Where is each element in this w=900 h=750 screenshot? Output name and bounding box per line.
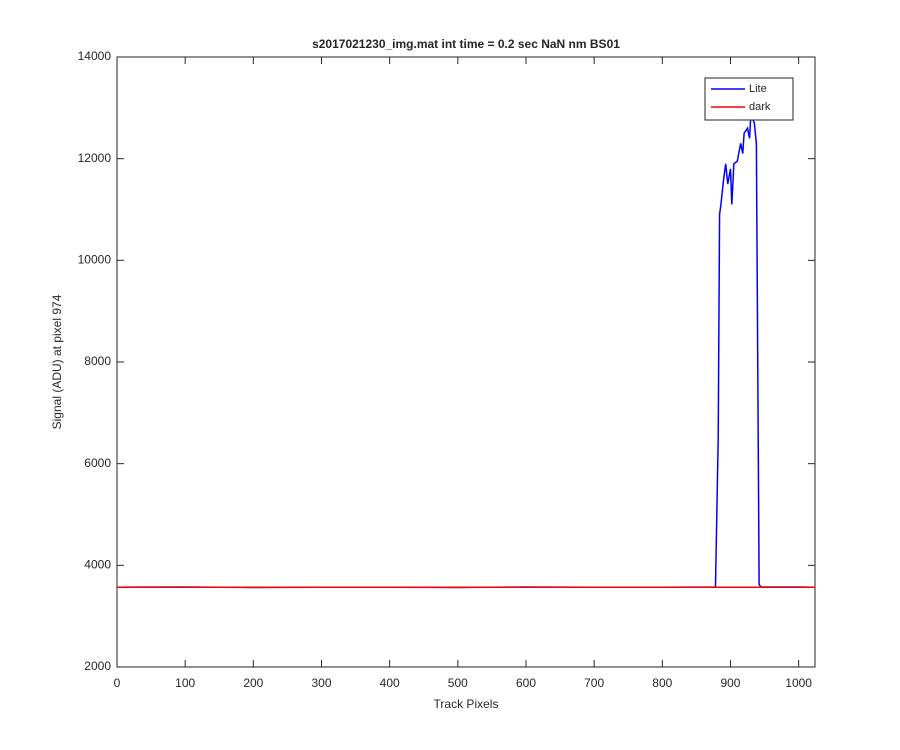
x-tick-label: 500 [448, 676, 468, 690]
x-tick-label: 900 [720, 676, 740, 690]
x-tick-label: 0 [114, 676, 121, 690]
legend-label: Lite [749, 83, 767, 95]
chart-title: s2017021230_img.mat int time = 0.2 sec N… [312, 37, 620, 51]
x-tick-label: 1000 [785, 676, 812, 690]
y-tick-label: 6000 [84, 456, 111, 470]
x-tick-label: 300 [311, 676, 331, 690]
y-tick-label: 12000 [78, 151, 112, 165]
y-tick-label: 14000 [78, 49, 112, 63]
x-tick-label: 200 [243, 676, 263, 690]
x-tick-label: 700 [584, 676, 604, 690]
legend-box [704, 77, 794, 121]
y-axis-label: Signal (ADU) at pixel 974 [50, 294, 64, 429]
y-tick-label: 10000 [78, 253, 112, 267]
y-tick-label: 8000 [84, 354, 111, 368]
y-tick-label: 2000 [84, 659, 111, 673]
x-tick-label: 100 [175, 676, 195, 690]
x-axis-label: Track Pixels [434, 697, 499, 711]
x-tick-label: 800 [652, 676, 672, 690]
x-tick-label: 400 [380, 676, 400, 690]
legend-label: dark [749, 101, 771, 113]
y-tick-label: 4000 [84, 558, 111, 572]
x-tick-label: 600 [516, 676, 536, 690]
plot-area [116, 56, 816, 668]
